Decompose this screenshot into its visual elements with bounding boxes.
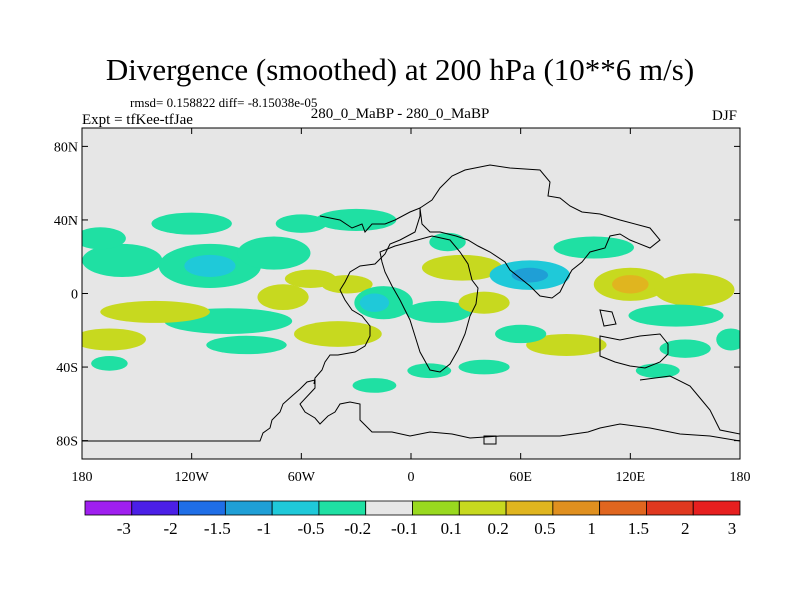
field-region-31 [495, 324, 547, 344]
colorbar-swatch [505, 500, 554, 516]
coastline-islands [483, 435, 497, 445]
field-region-35 [91, 356, 128, 371]
lat-tick-label: 40S [56, 361, 78, 376]
colorbar-label: 0.1 [441, 519, 462, 538]
field-region-5 [237, 236, 311, 270]
field-region-28 [206, 335, 287, 355]
colorbar-label: 0.2 [487, 519, 508, 538]
coastlines [82, 164, 740, 445]
field-region-6 [275, 214, 327, 233]
coastline-antarctica [82, 379, 740, 442]
colorbar-swatch [599, 500, 647, 516]
colorbar-swatch [412, 500, 460, 516]
field-region-0 [82, 243, 163, 277]
field-region-33 [407, 363, 452, 379]
field-region-22 [612, 275, 649, 294]
lon-tick-label: 120W [175, 470, 210, 485]
lon-tick-label: 180 [730, 470, 751, 485]
colorbar-swatch [84, 500, 133, 516]
colorbar-label: -1.5 [204, 519, 231, 538]
lon-tick-label: 180 [72, 470, 93, 485]
field-region-29 [526, 333, 607, 357]
stats-text: rmsd= 0.158822 diff= -8.15038e-05 [130, 95, 318, 110]
lat-tick-label: 0 [71, 288, 78, 303]
field-region-20 [553, 236, 634, 259]
lat-tick-label: 40N [54, 214, 78, 229]
field-region-13 [294, 321, 382, 347]
colorbar-swatch [646, 500, 694, 516]
field-region-34 [458, 359, 510, 375]
lon-tick-label: 120E [616, 470, 646, 485]
season-label: DJF [712, 108, 738, 124]
divergence-field [82, 208, 740, 393]
colorbar-label: -0.1 [391, 519, 418, 538]
lat-tick-label: 80S [56, 435, 78, 450]
field-region-26 [100, 300, 210, 323]
colorbar-swatch [271, 500, 320, 516]
colorbar-swatch [131, 500, 179, 516]
field-region-10 [321, 275, 373, 294]
field-region-36 [635, 363, 680, 379]
field-region-15 [421, 254, 503, 281]
field-region-16 [405, 300, 472, 323]
colorbar-label: -0.2 [344, 519, 371, 538]
coastline-americas [313, 207, 421, 385]
field-region-30 [659, 339, 711, 358]
coastline-se-asia-islands [599, 309, 617, 327]
field-region-7 [315, 208, 397, 231]
colorbar-swatch [552, 500, 601, 516]
field-region-12 [359, 293, 390, 312]
colorbar-label: -1 [257, 519, 271, 538]
colorbar-label: 2 [681, 519, 690, 538]
case-subtitle: 280_0_MaBP - 280_0_MaBP [310, 106, 490, 122]
experiment-label: Expt = tfKee-tfJae [82, 112, 193, 128]
lon-tick-label: 0 [408, 470, 415, 485]
field-region-32 [352, 378, 397, 393]
field-region-4 [184, 254, 236, 277]
field-region-1 [82, 227, 126, 250]
colorbar-swatch [365, 500, 413, 516]
field-region-14 [429, 232, 466, 252]
colorbar-swatch [224, 500, 273, 516]
field-region-24 [628, 304, 724, 327]
colorbar-label: -2 [163, 519, 177, 538]
field-region-2 [151, 212, 232, 235]
colorbar: -3 -2 -1.5 -1 -0.5 -0.2 -0.1 0.1 0.2 0.5 1 1.5 2 3 [84, 500, 741, 538]
lat-tick-label: 80N [54, 140, 78, 155]
coastline-southern-extension [639, 375, 740, 435]
colorbar-swatch [692, 500, 741, 516]
field-region-37 [716, 328, 740, 351]
colorbar-swatch [318, 500, 367, 516]
field-region-27 [82, 328, 146, 351]
field-region-8 [257, 284, 309, 311]
colorbar-label: 1.5 [628, 519, 649, 538]
plot-title: Divergence (smoothed) at 200 hPa (10**6 … [105, 52, 695, 87]
field-region-23 [654, 273, 735, 307]
coastline-australia [599, 333, 669, 369]
lon-tick-label: 60E [509, 470, 532, 485]
field-region-17 [458, 291, 510, 314]
map-axes: 180 120W 60W 0 60E 120E 180 80N 40N 0 40S 80S [54, 128, 751, 485]
lon-tick-label: 60W [288, 470, 316, 485]
colorbar-label: 1 [587, 519, 596, 538]
colorbar-label: -0.5 [297, 519, 324, 538]
coastline-eurasia [419, 164, 661, 299]
colorbar-label: -3 [117, 519, 131, 538]
colorbar-label: 0.5 [534, 519, 555, 538]
colorbar-label: 3 [728, 519, 737, 538]
colorbar-swatch [178, 500, 226, 516]
colorbar-swatch [458, 500, 507, 516]
coastline-africa [379, 235, 479, 373]
